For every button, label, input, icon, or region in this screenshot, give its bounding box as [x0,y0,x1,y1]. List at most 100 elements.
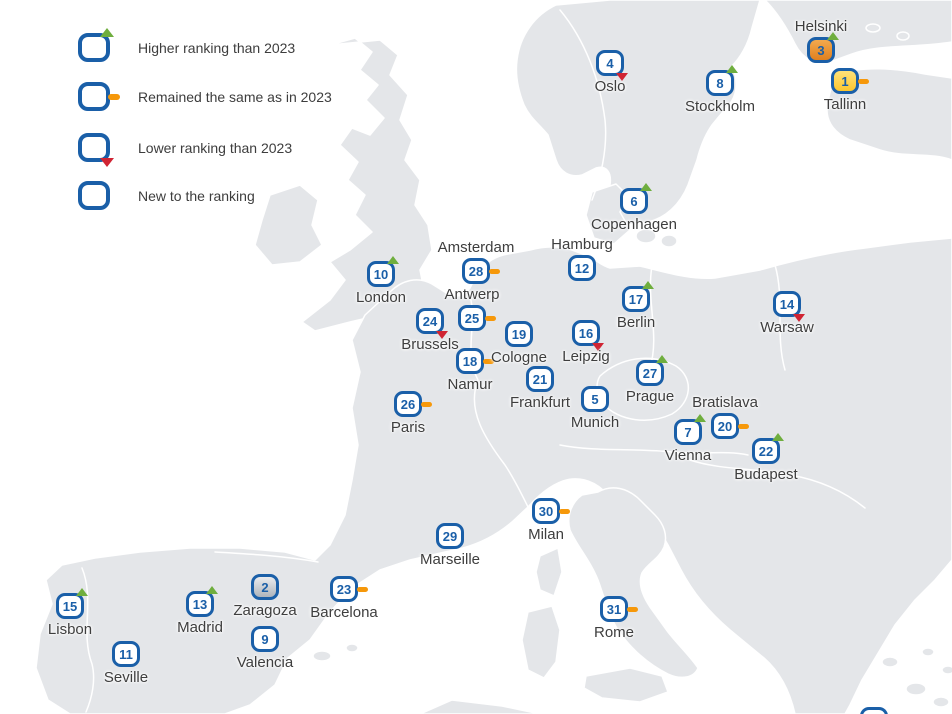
city-marker-london[interactable]: 10 London [356,256,406,306]
rank-box[interactable]: 4 [596,50,628,81]
city-marker-seville[interactable]: 11 Seville [104,641,148,686]
city-label: Copenhagen [591,216,677,233]
rank-number: 23 [336,581,352,597]
city-marker-paris[interactable]: 26 Paris [391,391,432,436]
legend-item-same: Remained the same as in 2023 [78,82,332,111]
rank-box[interactable]: 5 [581,386,609,412]
same-ranking-icon [78,82,120,111]
rank-box[interactable]: 17 [622,281,654,312]
down-triangle-icon [436,331,448,339]
rank-box[interactable]: 25 [458,305,496,331]
city-label: Warsaw [760,319,814,336]
city-label: Brussels [401,336,459,353]
rank-number: 10 [373,266,389,282]
city-marker-brussels[interactable]: 24 Brussels [401,308,459,353]
city-label: Valencia [236,654,294,671]
rank-box[interactable]: 18 [456,348,494,374]
rank-box[interactable]: 16 [572,320,604,351]
city-marker-marseille[interactable]: 29 Marseille [420,523,480,568]
rank-box[interactable]: 6 [620,183,652,214]
city-marker-bratislava[interactable]: 20 Bratislava [692,394,758,439]
city-label: Zaragoza [233,602,297,619]
rank-box[interactable]: 13 [186,586,218,617]
dash-icon [485,315,496,321]
rank-box[interactable]: 21 [526,366,554,392]
rank-number: 24 [422,313,438,329]
city-marker-budapest[interactable]: 22 Budapest [734,433,798,483]
rank-box[interactable]: 14 [773,291,805,322]
rank-box[interactable]: 12 [568,255,596,281]
city-marker-valencia[interactable]: 9 Valencia [237,626,293,671]
city-label: Berlin [616,314,656,331]
up-triangle-icon [726,65,738,73]
down-triangle-icon [592,343,604,351]
rank-box[interactable]: 1 [831,68,869,94]
rank-box[interactable]: 2 [251,574,279,600]
up-triangle-icon [694,414,706,422]
dash-icon [421,401,432,407]
rank-box[interactable]: 7 [674,414,706,445]
city-label: Madrid [177,619,223,636]
city-label: Barcelona [310,604,378,621]
city-marker-oslo[interactable]: 4 Oslo [595,50,628,95]
partial-marker [860,707,888,714]
city-label: Rome [593,624,635,641]
up-triangle-icon [827,32,839,40]
city-marker-warsaw[interactable]: 14 Warsaw [760,291,814,336]
city-marker-stockholm[interactable]: 8 Stockholm [685,65,755,115]
city-marker-madrid[interactable]: 13 Madrid [177,586,223,636]
rank-box[interactable]: 20 [711,413,749,439]
rank-box[interactable]: 3 [807,32,839,63]
city-label: Vienna [664,447,712,464]
city-marker-tallinn[interactable]: 1 Tallinn [824,68,869,113]
city-marker-barcelona[interactable]: 23 Barcelona [310,576,378,621]
down-triangle-icon [793,314,805,322]
city-label: Frankfurt [509,394,571,411]
rank-box[interactable]: 15 [56,588,88,619]
city-marker-lisbon[interactable]: 15 Lisbon [48,588,92,638]
rank-box[interactable]: 26 [394,391,432,417]
city-marker-helsinki[interactable]: 3 Helsinki [795,18,847,63]
city-marker-antwerp[interactable]: 25 Antwerp [444,286,500,331]
rank-box[interactable]: 30 [532,498,570,524]
rank-box[interactable]: 10 [367,256,399,287]
rank-box[interactable]: 22 [752,433,784,464]
city-marker-amsterdam[interactable]: 28 Amsterdam [438,239,514,284]
rank-box[interactable]: 28 [462,258,500,284]
rank-box[interactable]: 24 [416,308,448,339]
up-triangle-icon [206,586,218,594]
city-marker-copenhagen[interactable]: 6 Copenhagen [591,183,677,233]
city-marker-vienna[interactable]: 7 Vienna [665,414,711,464]
rank-box[interactable]: 8 [706,65,738,96]
rank-box[interactable]: 9 [251,626,279,652]
city-marker-namur[interactable]: 18 Namur [447,348,494,393]
city-label: Bratislava [692,394,758,411]
city-label: Helsinki [794,18,848,35]
rank-number: 30 [538,503,554,519]
rank-box[interactable]: 19 [505,321,533,347]
city-marker-munich[interactable]: 5 Munich [571,386,619,431]
city-marker-hamburg[interactable]: 12 Hamburg [551,236,613,281]
city-marker-cologne[interactable]: 19 Cologne [491,321,547,366]
city-label: Paris [390,419,426,436]
city-marker-leipzig[interactable]: 16 Leipzig [562,320,610,365]
dash-icon [627,606,638,612]
rank-box[interactable]: 31 [600,596,638,622]
rank-box[interactable]: 23 [330,576,368,602]
city-label: Cologne [491,349,547,366]
dash-icon [858,78,869,84]
rank-number: 25 [464,310,480,326]
city-marker-prague[interactable]: 27 Prague [626,355,674,405]
city-marker-berlin[interactable]: 17 Berlin [617,281,655,331]
city-marker-frankfurt[interactable]: 21 Frankfurt [510,366,570,411]
rank-box[interactable]: 11 [112,641,140,667]
city-marker-zaragoza[interactable]: 2 Zaragoza [233,574,297,619]
legend-label: Higher ranking than 2023 [138,39,296,56]
rank-number: 16 [578,325,594,341]
rank-number: 29 [442,528,458,544]
city-marker-rome[interactable]: 31 Rome [594,596,638,641]
up-triangle-icon [772,433,784,441]
rank-box[interactable]: 29 [436,523,464,549]
rank-box[interactable]: 27 [636,355,668,386]
city-marker-milan[interactable]: 30 Milan [528,498,570,543]
